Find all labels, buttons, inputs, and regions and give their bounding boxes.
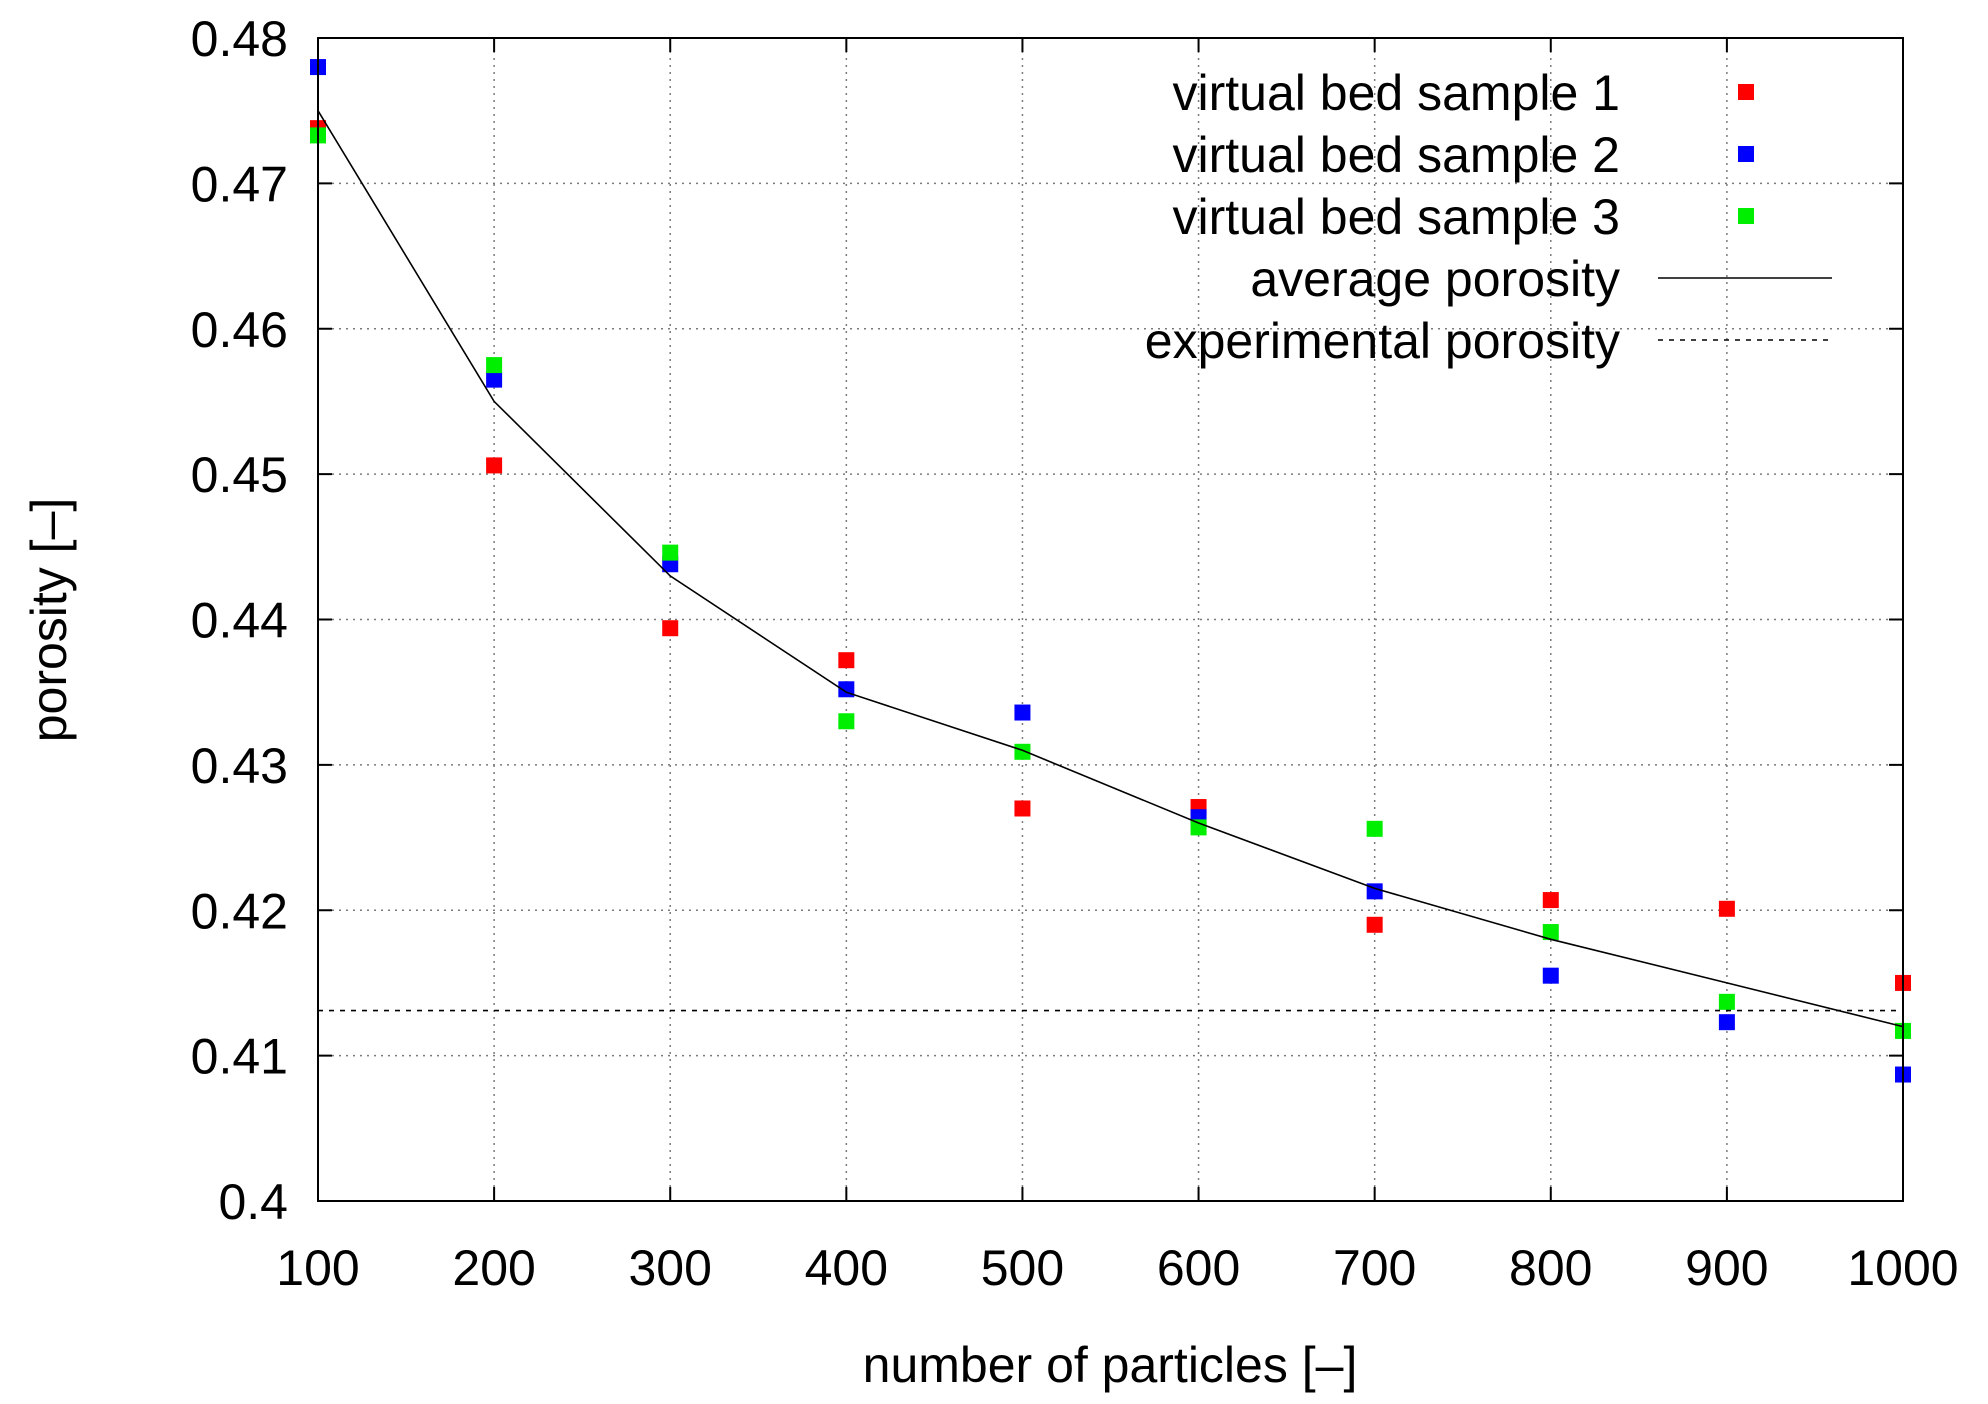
legend: virtual bed sample 1 virtual bed sample 2…: [1145, 65, 1832, 369]
legend-label: virtual bed sample 3: [1173, 189, 1620, 245]
y-tick-label: 0.44: [191, 593, 288, 649]
data-point-sample-2: [1718, 1014, 1735, 1031]
x-tick-label: 500: [981, 1240, 1064, 1296]
average-porosity-line: [317, 110, 1904, 1028]
legend-label: virtual bed sample 1: [1173, 65, 1620, 121]
data-point-sample-1: [486, 457, 503, 474]
data-point-sample-3: [1190, 819, 1207, 836]
data-point-sample-3: [486, 357, 503, 374]
data-point-sample-3: [1014, 743, 1031, 760]
grid: [318, 38, 1903, 1201]
plot-series: [310, 59, 1911, 1083]
data-point-sample-2: [486, 371, 503, 388]
legend-marker: [1738, 208, 1754, 224]
x-tick-label: 300: [629, 1240, 712, 1296]
y-axis-title: porosity [–]: [21, 498, 77, 743]
data-point-sample-3: [1366, 820, 1383, 837]
y-tick-label: 0.47: [191, 156, 288, 212]
data-point-sample-1: [1718, 900, 1735, 917]
y-tick-label: 0.41: [191, 1029, 288, 1085]
data-point-sample-1: [1542, 892, 1559, 909]
x-tick-label: 800: [1509, 1240, 1592, 1296]
data-point-sample-3: [662, 544, 679, 561]
data-point-sample-1: [838, 652, 855, 669]
legend-marker: [1738, 146, 1754, 162]
x-tick-label: 400: [805, 1240, 888, 1296]
legend-label: average porosity: [1250, 251, 1620, 307]
y-tick-label: 0.42: [191, 883, 288, 939]
data-point-sample-1: [1014, 800, 1031, 817]
x-axis-title: number of particles [–]: [863, 1337, 1358, 1393]
legend-marker: [1738, 84, 1754, 100]
x-tick-label: 600: [1157, 1240, 1240, 1296]
legend-label: experimental porosity: [1145, 313, 1620, 369]
x-tick-label: 100: [276, 1240, 359, 1296]
y-tick-label: 0.45: [191, 447, 288, 503]
y-tick-label: 0.48: [191, 11, 288, 67]
y-tick-label: 0.4: [218, 1174, 288, 1230]
legend-label: virtual bed sample 2: [1173, 127, 1620, 183]
y-tick-label: 0.43: [191, 738, 288, 794]
data-point-sample-3: [1542, 924, 1559, 941]
data-point-sample-2: [1542, 967, 1559, 984]
x-tick-label: 200: [452, 1240, 535, 1296]
data-point-sample-1: [1366, 916, 1383, 933]
data-point-sample-2: [1014, 704, 1031, 721]
data-point-sample-3: [1718, 993, 1735, 1010]
data-point-sample-1: [662, 620, 679, 637]
data-point-sample-3: [838, 713, 855, 730]
x-tick-label: 700: [1333, 1240, 1416, 1296]
y-tick-label: 0.46: [191, 302, 288, 358]
axis-ticks: 100 200 300 400 500 600 700 800 900 1000 0.4 0.41 0.…: [191, 11, 1959, 1296]
x-tick-label: 900: [1685, 1240, 1768, 1296]
x-tick-label: 1000: [1847, 1240, 1958, 1296]
